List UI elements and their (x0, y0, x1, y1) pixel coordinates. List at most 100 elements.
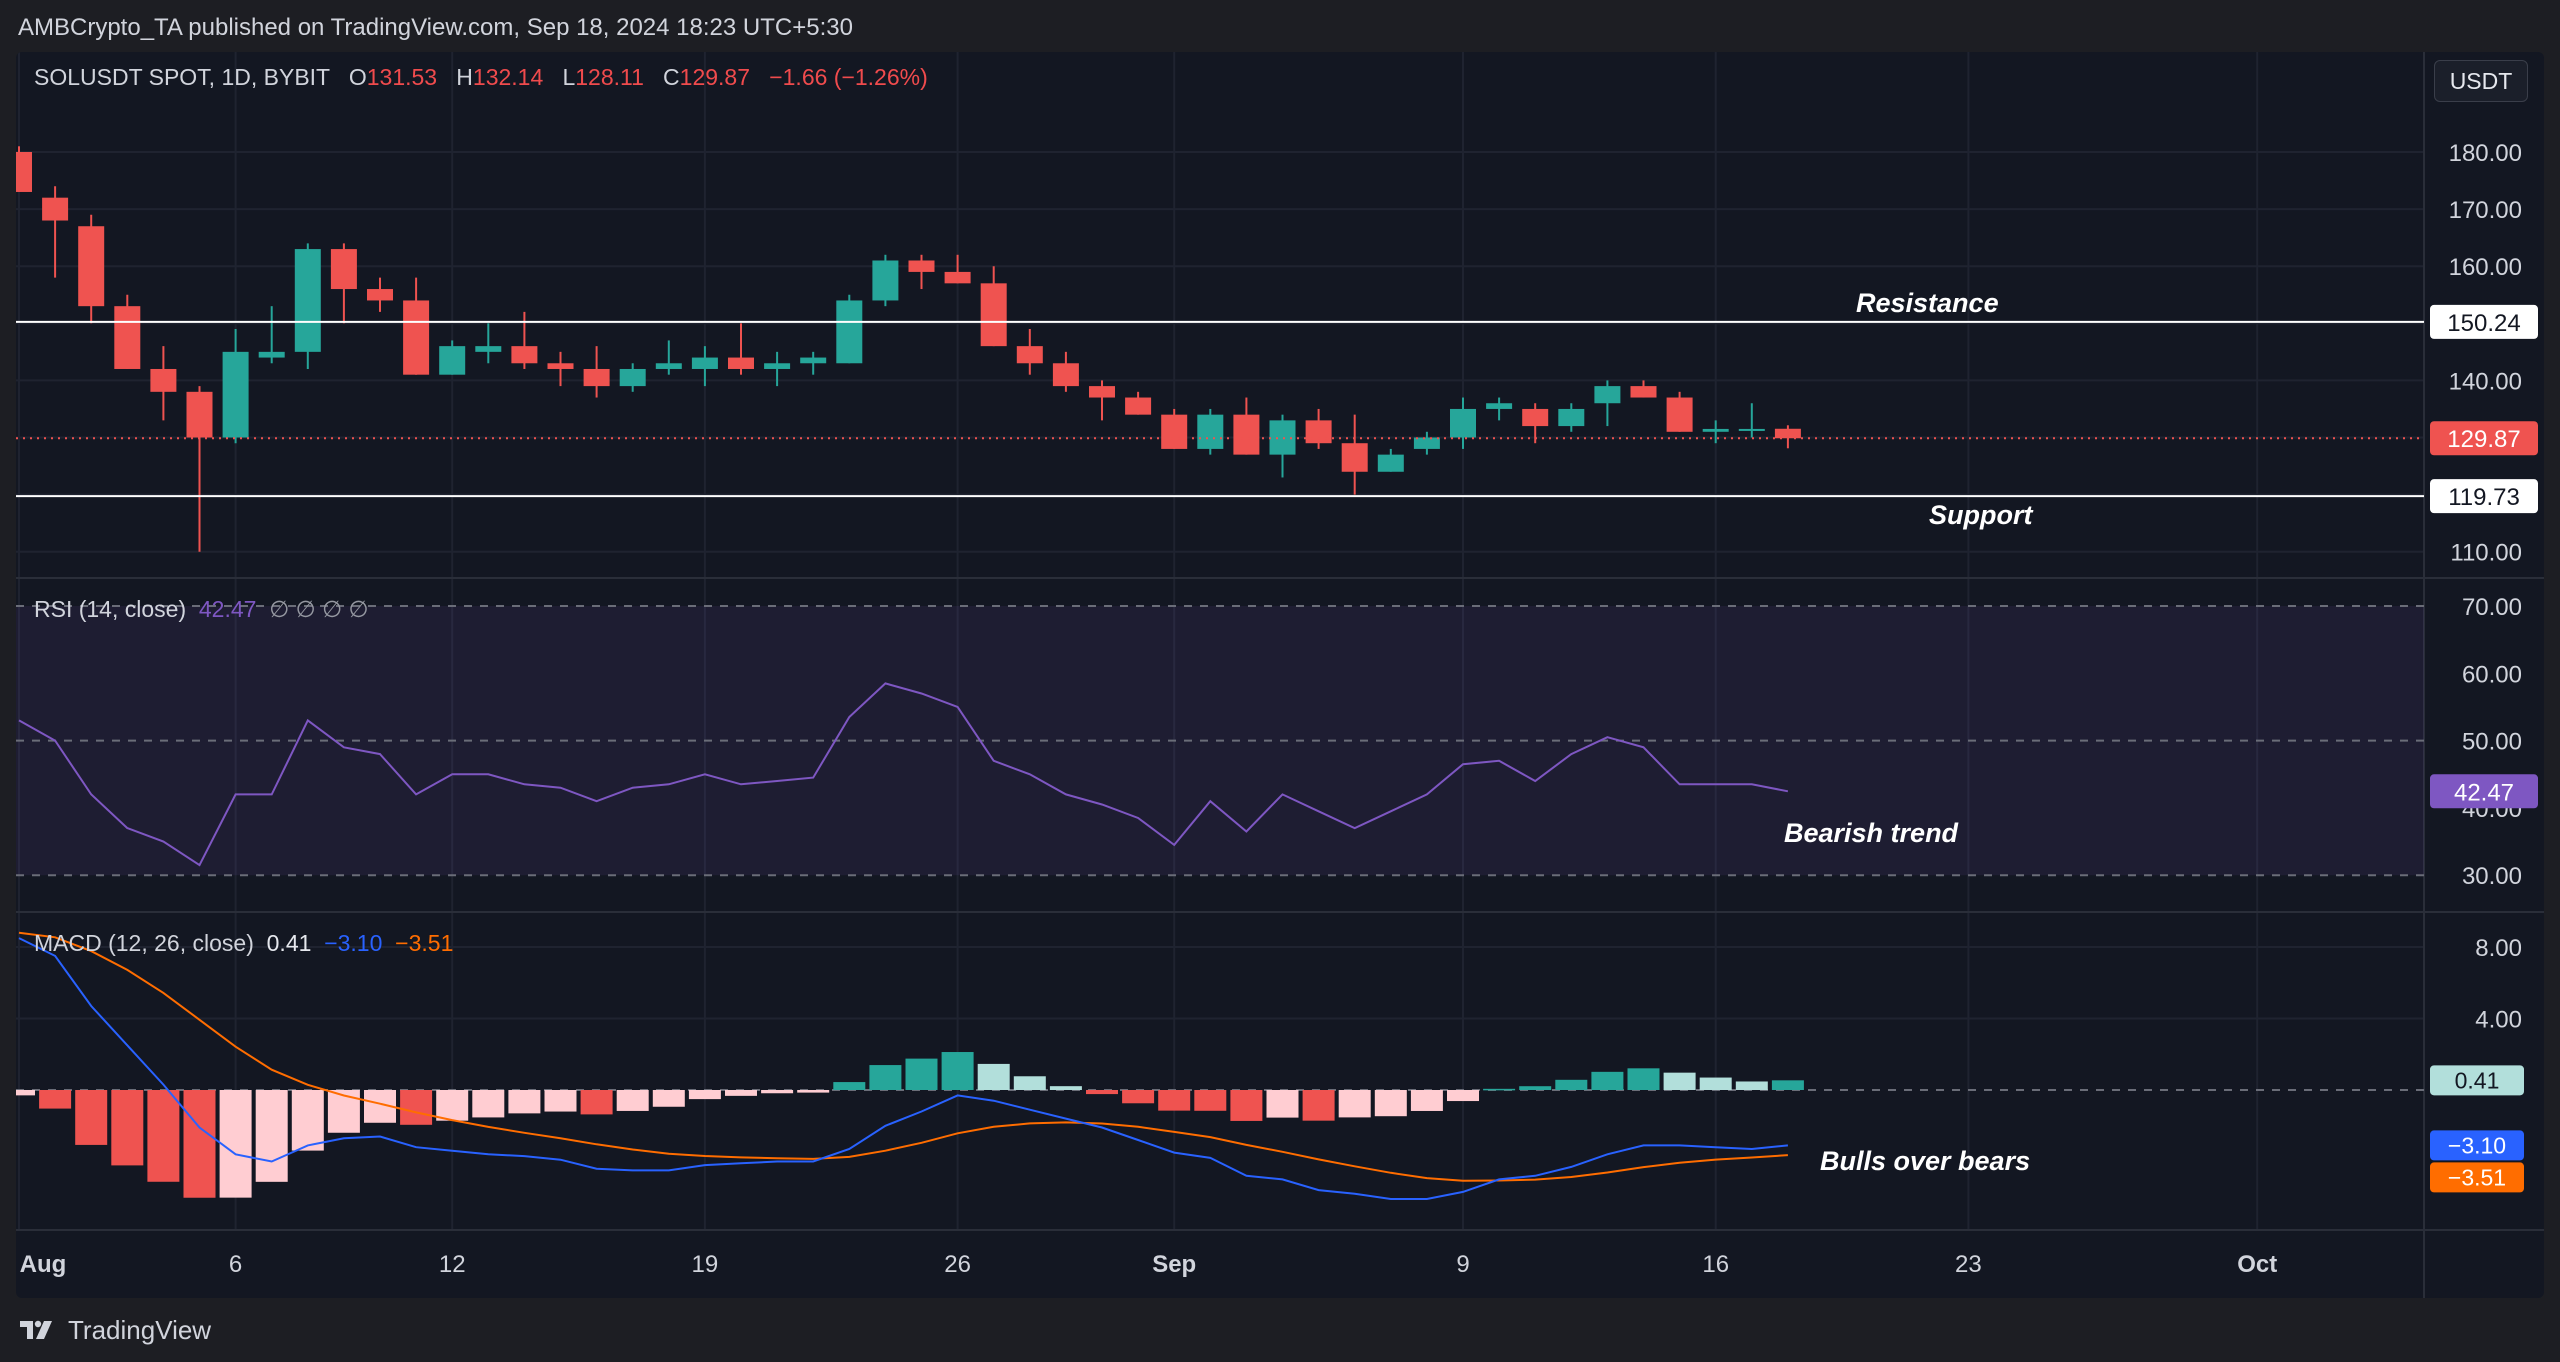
support-price-tag-bg (2430, 479, 2538, 514)
macd-legend-name: MACD (12, 26, close) (34, 930, 254, 956)
candle-body (114, 306, 141, 369)
time-tick-label: 6 (229, 1251, 242, 1278)
macd-histogram-bar (797, 1090, 830, 1093)
price-tick-label: 160.00 (2449, 254, 2522, 281)
macd-histogram-bar (869, 1065, 902, 1090)
macd-histogram-bar (905, 1058, 938, 1090)
low-value: 128.11 (575, 64, 644, 90)
bearish-trend-annotation: Bearish trend (1784, 818, 1959, 848)
chart-canvas[interactable]: ResistanceSupport180.00170.00160.00150.0… (16, 52, 2544, 1298)
candle-body (403, 300, 430, 375)
candle-body (1305, 420, 1332, 444)
macd-histogram-bar (761, 1090, 794, 1094)
candle-body (764, 363, 791, 369)
last-price-tag: 129.87 (2430, 421, 2538, 456)
high-value: 132.14 (472, 64, 544, 90)
price-tick-label: 180.00 (2449, 140, 2522, 167)
macd-histogram-bar (1591, 1071, 1624, 1090)
candle-body (330, 249, 357, 290)
macd-value-tag: −3.10 (2430, 1130, 2524, 1161)
high-label: H (456, 64, 473, 90)
candle-body (511, 346, 538, 364)
symbol-name: SOLUSDT SPOT, 1D, BYBIT (34, 64, 330, 90)
price-tick-label: 170.00 (2449, 197, 2522, 224)
macd-value-tag-bg (2430, 1130, 2524, 1161)
macd-legend: MACD (12, 26, close) 0.41 −3.10 −3.51 (34, 930, 453, 957)
last-price-tag-text: 129.87 (2447, 426, 2520, 453)
rsi-value-tag: 42.47 (2430, 774, 2538, 809)
macd-histogram-bar (941, 1052, 974, 1090)
candle-body (439, 346, 466, 375)
macd-histogram-bar (400, 1090, 433, 1125)
macd-histogram-bar (977, 1063, 1010, 1090)
last-price-tag-bg (2430, 421, 2538, 456)
macd-histogram-bar (75, 1090, 108, 1145)
rsi-tick-label: 50.00 (2462, 729, 2522, 756)
candle-body (16, 152, 32, 192)
macd-legend-signal: −3.51 (395, 930, 454, 956)
macd-histogram-bar (255, 1090, 288, 1182)
candle-body (691, 357, 718, 369)
macd-histogram-bar (291, 1090, 324, 1151)
rsi-legend-name: RSI (14, close) (34, 596, 187, 622)
currency-button[interactable]: USDT (2434, 60, 2528, 102)
close-value: 129.87 (679, 64, 751, 90)
macd-histogram-bar (111, 1090, 144, 1166)
rsi-line (18, 682, 1789, 867)
resistance-price-tag: 150.24 (2430, 304, 2538, 339)
candle-body (547, 363, 574, 369)
candle-body (944, 271, 971, 284)
macd-histogram-bar (39, 1090, 72, 1109)
macd-histogram-bar (1771, 1080, 1804, 1090)
macd-histogram-bar (725, 1090, 757, 1096)
price-tick-label: 110.00 (2450, 540, 2522, 567)
macd-histogram-bar (1483, 1088, 1516, 1091)
resistance-price-tag-bg (2430, 304, 2538, 339)
macd-signal-tag-bg (2430, 1162, 2524, 1193)
candle-body (872, 260, 899, 301)
price-tick-label: 140.00 (2449, 368, 2522, 395)
macd-histogram-bar (833, 1082, 866, 1090)
candle-body (186, 391, 213, 438)
tradingview-brand[interactable]: TradingView (18, 1312, 211, 1348)
macd-histogram-tag-text: 0.41 (2455, 1067, 2500, 1093)
symbol-legend: SOLUSDT SPOT, 1D, BYBIT O131.53 H132.14 … (34, 64, 928, 91)
time-tick-label: 26 (944, 1251, 971, 1278)
candle-body (583, 368, 610, 387)
open-label: O (348, 64, 367, 90)
rsi-value-tag-text: 42.47 (2454, 779, 2514, 806)
candle-body (42, 197, 69, 221)
macd-signal-tag: −3.51 (2430, 1162, 2524, 1193)
candle-body (655, 363, 682, 369)
macd-tick-label: 4.00 (2475, 1007, 2522, 1034)
macd-histogram-tag-bg (2430, 1065, 2524, 1096)
rsi-tick-label: 70.00 (2462, 594, 2522, 621)
macd-histogram-bar (1338, 1090, 1371, 1118)
support-annotation: Support (1929, 500, 2033, 530)
time-tick-label: 23 (1955, 1251, 1982, 1278)
rsi-legend-value: 42.47 (198, 596, 257, 622)
macd-histogram (16, 1052, 1804, 1198)
candle-body (1522, 408, 1549, 427)
publisher-line: AMBCrypto_TA published on TradingView.co… (18, 14, 853, 41)
candle-body (1089, 386, 1115, 398)
candle-body (1377, 454, 1404, 472)
candles (16, 146, 1801, 552)
time-tick-label: Oct (2237, 1251, 2277, 1278)
macd-legend-hist: 0.41 (266, 930, 312, 956)
change-value: −1.66 (−1.26%) (769, 64, 928, 90)
macd-histogram-bar (1158, 1090, 1191, 1111)
macd-histogram-bar (1735, 1081, 1768, 1090)
close-label: C (663, 64, 680, 90)
macd-histogram-bar (1374, 1090, 1407, 1117)
macd-legend-macd: −3.10 (324, 930, 383, 956)
macd-histogram-bar (616, 1090, 649, 1111)
candle-body (1161, 414, 1188, 449)
macd-histogram-bar (147, 1090, 180, 1182)
macd-histogram-bar (1627, 1068, 1660, 1090)
macd-histogram-bar (219, 1090, 252, 1198)
macd-histogram-bar (580, 1090, 613, 1115)
macd-histogram-bar (183, 1090, 216, 1198)
macd-histogram-bar (1230, 1090, 1263, 1121)
candle-body (1052, 363, 1079, 387)
